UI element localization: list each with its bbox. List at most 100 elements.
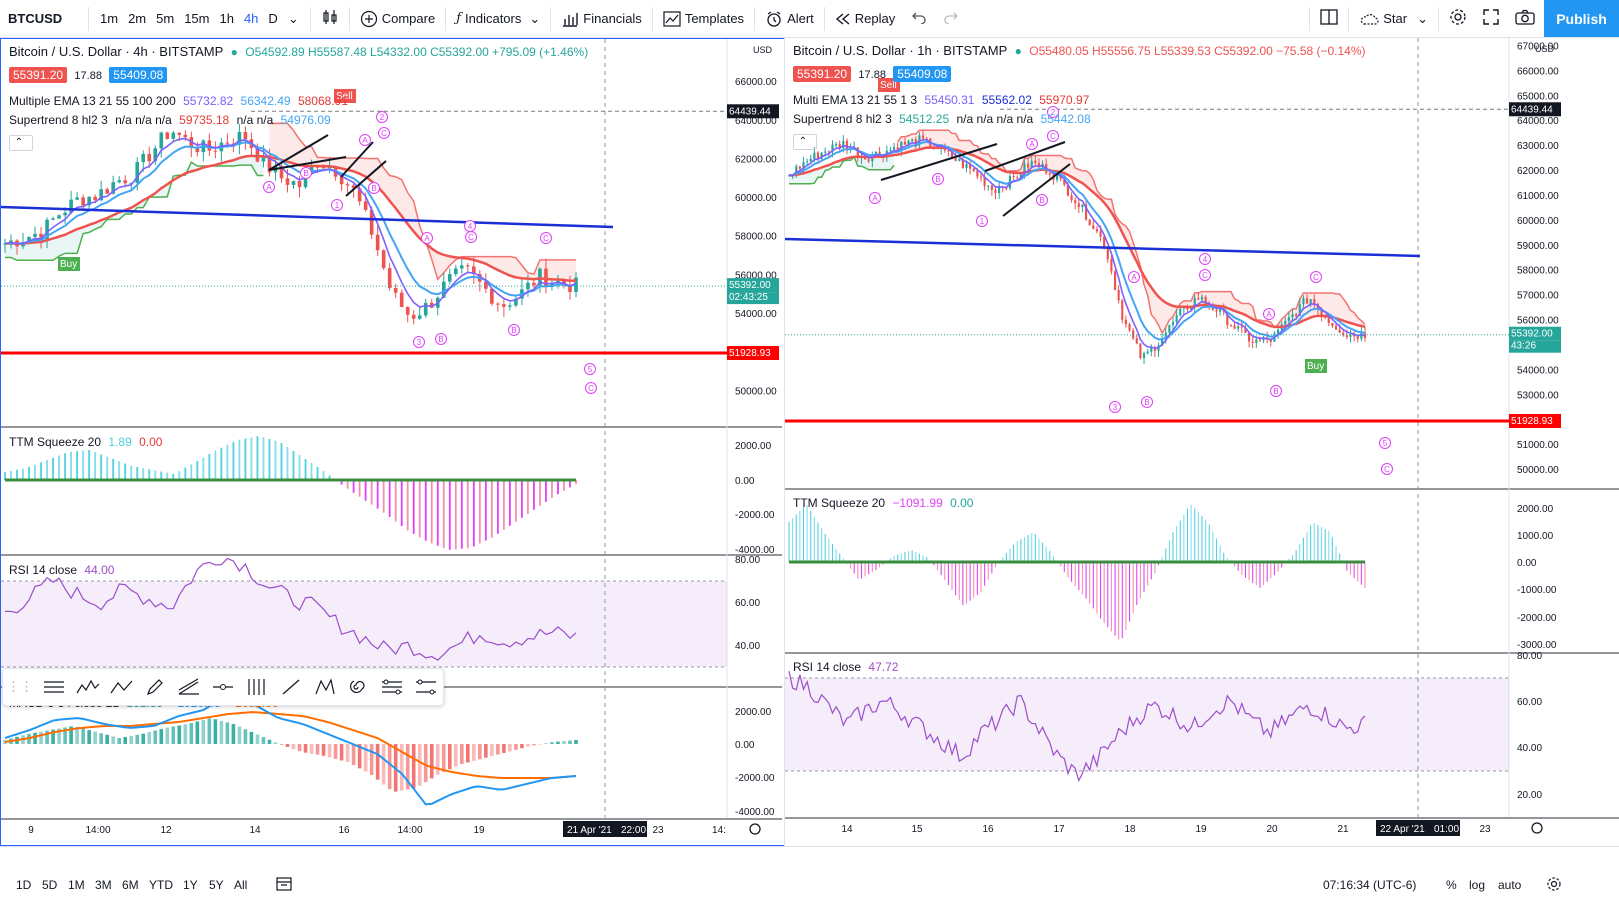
right-supertrend-legend[interactable]: Supertrend 8 hl2 3 54512.25 n/a n/a n/a … (793, 112, 1095, 126)
candle-body (1360, 332, 1363, 339)
percent-toggle[interactable]: % (1446, 878, 1457, 892)
compare-button[interactable]: Compare (352, 0, 443, 38)
fib-channel-icon[interactable] (172, 672, 206, 702)
vertical-lines-icon[interactable] (240, 672, 274, 702)
candle-body (429, 302, 434, 308)
abc-pattern-icon[interactable] (105, 672, 139, 702)
buy-price-button[interactable]: 55409.08 (109, 67, 168, 83)
candle-body (1106, 247, 1109, 260)
timeframe-1m[interactable]: 1m (100, 11, 119, 26)
indicators-button[interactable]: ƒ Indicators ⌄ (448, 0, 548, 38)
chevron-down-icon[interactable]: ⌄ (529, 10, 541, 26)
time-axis-label: 14:00 (85, 825, 110, 836)
layout-button[interactable] (1312, 0, 1346, 38)
candle-body (45, 219, 49, 240)
range-3m[interactable]: 3M (95, 878, 112, 892)
calendar-icon (276, 877, 292, 894)
timeframe-d[interactable]: D (268, 11, 278, 26)
range-1y[interactable]: 1Y (183, 878, 198, 892)
publish-button[interactable]: Publish (1544, 0, 1619, 37)
log-toggle[interactable]: log (1469, 878, 1486, 892)
sell-price-button[interactable]: 55391.20 (9, 67, 68, 83)
macd-hist-bar (411, 744, 416, 789)
trend-line-icon[interactable] (274, 672, 308, 702)
right-chart-canvas[interactable]: 67000.00 66000.00 65000.00 64000.00 63000.00… (785, 38, 1619, 846)
horizontal-lines-icon[interactable] (37, 672, 71, 702)
timeframe-5m[interactable]: 5m (156, 11, 175, 26)
right-chart[interactable]: 67000.00 66000.00 65000.00 64000.00 63000.00… (784, 38, 1619, 846)
rsi-label: RSI 14 close (9, 563, 78, 577)
candle-body (1349, 334, 1352, 337)
horizontal-ray-icon[interactable] (206, 672, 240, 702)
templates-button[interactable]: Templates (655, 0, 752, 38)
projection-icon[interactable] (375, 672, 409, 702)
chart-type-button[interactable] (313, 0, 347, 38)
sell-price-button[interactable]: 55391.20 (793, 66, 852, 82)
settings-button[interactable] (1441, 0, 1475, 38)
financials-button[interactable]: Financials (553, 0, 650, 38)
hline-price-tag-bg (727, 104, 779, 119)
left-bid-ask: 55391.20 17.88 55409.08 (9, 67, 171, 83)
pattern-line (984, 141, 1066, 172)
time-axis-label: 20 (1266, 824, 1278, 835)
candle-body (845, 140, 849, 149)
left-ema-legend[interactable]: Multiple EMA 13 21 55 100 200 55732.82 5… (9, 94, 352, 108)
chart-settings-button[interactable] (1546, 876, 1562, 895)
redo-button[interactable] (935, 0, 967, 38)
symbol-search[interactable]: BTCUSD (8, 11, 63, 26)
auto-toggle[interactable]: auto (1498, 878, 1522, 892)
buy-price-button[interactable]: 55409.08 (893, 66, 952, 82)
left-chart-canvas[interactable]: 66000.00 64000.00 62000.00 60000.00 58000.00… (1, 39, 806, 846)
replay-button[interactable]: Replay (827, 0, 903, 38)
collapse-legend-button[interactable]: ⌃ (9, 135, 33, 151)
clock[interactable]: 07:16:34 (UTC-6) (1323, 878, 1417, 892)
undo-button[interactable] (903, 0, 935, 38)
chevron-down-icon[interactable]: ⌄ (1417, 10, 1428, 26)
date-range-icon[interactable] (409, 672, 443, 702)
time-axis-label: 17 (1053, 824, 1065, 835)
rsi-axis-label: 20.00 (1517, 790, 1542, 801)
left-rsi-legend[interactable]: RSI 14 close 44.00 (9, 563, 118, 577)
candle-body (87, 196, 91, 206)
drag-handle-icon[interactable]: ⋮⋮ (7, 679, 33, 694)
star-button[interactable]: Star ⌄ (1351, 0, 1436, 38)
timeframe-4h[interactable]: 4h (243, 11, 259, 26)
range-all[interactable]: All (234, 878, 248, 892)
elliott-wave-icon[interactable] (71, 672, 105, 702)
wave-marker (585, 382, 597, 394)
ema-value-3: 55970.97 (1039, 93, 1090, 107)
templates-label: Templates (684, 11, 745, 26)
wave-marker (421, 232, 433, 244)
current-price-tag-bg (727, 278, 779, 293)
range-1m[interactable]: 1M (68, 878, 85, 892)
chevron-down-icon[interactable]: ⌄ (287, 10, 299, 26)
timeframe-2m[interactable]: 2m (128, 11, 147, 26)
right-ema-legend[interactable]: Multi EMA 13 21 55 1 3 55450.31 55562.02… (793, 93, 1093, 107)
fullscreen-button[interactable] (1475, 0, 1507, 38)
left-ttm-legend[interactable]: TTM Squeeze 20 1.89 0.00 (9, 435, 166, 449)
left-supertrend-legend[interactable]: Supertrend 8 hl2 3 n/a n/a n/a 59735.18 … (9, 113, 335, 127)
candle-body (375, 234, 380, 251)
timeframe-1h[interactable]: 1h (219, 11, 234, 26)
alert-button[interactable]: Alert (757, 0, 822, 38)
collapse-legend-button[interactable]: ⌃ (793, 134, 817, 150)
pencil-icon[interactable] (138, 672, 172, 702)
price-axis-label: 58000.00 (735, 232, 777, 243)
left-chart[interactable]: 66000.00 64000.00 62000.00 60000.00 58000.00… (0, 38, 806, 846)
wave-marker (300, 167, 312, 179)
right-ttm-legend[interactable]: TTM Squeeze 20 −1091.99 0.00 (793, 496, 977, 510)
wave-marker (1310, 271, 1322, 283)
range-6m[interactable]: 6M (122, 878, 139, 892)
range-5y[interactable]: 5Y (209, 878, 224, 892)
screenshot-button[interactable] (1507, 0, 1543, 38)
wave-label: B (511, 326, 516, 335)
range-1d[interactable]: 1D (16, 878, 32, 892)
fib-spiral-icon[interactable] (341, 672, 375, 702)
pattern-icon[interactable] (308, 672, 342, 702)
range-ytd[interactable]: YTD (149, 878, 173, 892)
go-to-date-button[interactable] (276, 876, 292, 894)
timeframe-15m[interactable]: 15m (184, 11, 210, 26)
drawing-toolbar[interactable]: ⋮⋮ (2, 668, 444, 706)
range-5d[interactable]: 5D (42, 878, 58, 892)
right-rsi-legend[interactable]: RSI 14 close 47.72 (793, 660, 902, 674)
